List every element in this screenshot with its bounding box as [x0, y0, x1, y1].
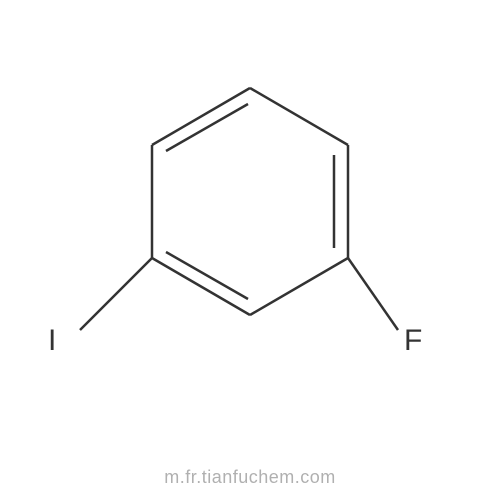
- bond-3-4-outer: [152, 258, 250, 315]
- bond-2-3: [250, 258, 348, 315]
- bond-to-iodine: [80, 258, 152, 330]
- bond-3-4-inner: [166, 252, 248, 299]
- molecule-diagram: I F: [0, 0, 500, 500]
- bond-5-0-outer: [152, 88, 250, 145]
- bond-5-0-inner: [166, 104, 248, 151]
- molecule-svg: [0, 0, 500, 500]
- fluorine-label: F: [404, 324, 422, 358]
- iodine-label: I: [48, 324, 56, 358]
- bond-0-1: [250, 88, 348, 145]
- watermark-text: m.fr.tianfuchem.com: [0, 467, 500, 488]
- bond-to-fluorine: [348, 258, 398, 330]
